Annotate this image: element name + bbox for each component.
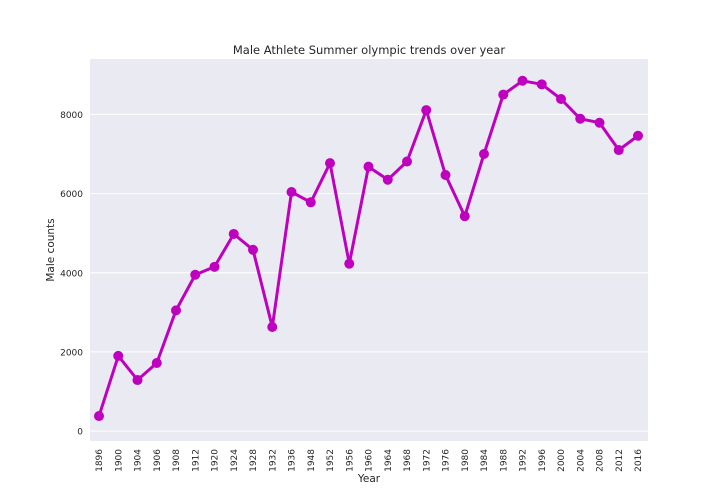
x-tick-label: 1968 [403, 449, 413, 472]
data-point [267, 321, 278, 332]
data-point [209, 261, 220, 272]
data-point [402, 156, 412, 167]
x-tick-label: 1900 [114, 449, 124, 472]
x-tick-label: 1948 [307, 449, 317, 472]
grid-lines [90, 113, 648, 432]
data-point [556, 93, 566, 104]
data-point [363, 161, 374, 172]
x-tick-label: 1992 [519, 449, 529, 472]
x-tick-label: 1896 [95, 449, 105, 472]
x-tick-label: 1912 [191, 449, 201, 472]
y-tick-label: 0 [77, 428, 83, 438]
x-tick-label: 1996 [538, 449, 548, 472]
data-point [190, 269, 201, 280]
data-point [171, 305, 181, 316]
data-point [132, 375, 143, 386]
x-tick-label: 1936 [288, 449, 298, 472]
data-point [575, 113, 586, 124]
data-point [248, 244, 258, 255]
x-tick-label: 1972 [422, 449, 432, 472]
data-point [286, 187, 297, 198]
chart-title: Male Athlete Summer olympic trends over … [233, 43, 506, 57]
x-tick-label: 2004 [576, 449, 586, 472]
x-tick-label: 1920 [211, 449, 221, 472]
data-point [479, 149, 489, 160]
x-axis-label: Year [357, 473, 381, 485]
x-tick-label: 1928 [249, 449, 259, 472]
x-tick-label: 1932 [268, 449, 278, 472]
x-tick-label: 1956 [345, 449, 355, 472]
data-points [94, 75, 643, 422]
data-point [459, 211, 470, 222]
x-tick-label: 1952 [326, 449, 336, 472]
x-tick-label: 1984 [480, 449, 490, 472]
data-point [228, 228, 239, 239]
data-point [305, 197, 316, 208]
x-tick-label: 1906 [153, 449, 163, 472]
x-tick-label: 2008 [596, 449, 606, 472]
x-tick-label: 1924 [230, 449, 240, 472]
x-tick-label: 1976 [442, 449, 452, 472]
plot-area [90, 59, 648, 441]
x-tick-label: 1988 [499, 449, 509, 472]
x-tick-label: 2000 [557, 449, 567, 472]
data-point [113, 350, 124, 361]
y-tick-label: 6000 [60, 190, 83, 200]
x-tick-label: 1908 [172, 449, 182, 472]
y-axis-label: Male counts [45, 218, 57, 281]
x-tick-labels: 1896 1900 1904 1906 1908 1912 1920 1924 1928 1932… [95, 449, 644, 472]
x-tick-label: 2016 [634, 449, 644, 472]
data-point [498, 89, 509, 100]
data-point [613, 145, 624, 156]
data-point [517, 75, 528, 86]
data-point [421, 105, 432, 116]
data-point [633, 130, 643, 141]
x-tick-label: 1960 [365, 449, 375, 472]
y-tick-label: 4000 [60, 269, 83, 279]
y-tick-labels: 0 2000 4000 6000 8000 [60, 111, 83, 438]
data-point [325, 158, 335, 169]
x-tick-label: 2012 [615, 449, 625, 472]
y-tick-label: 2000 [60, 348, 83, 358]
data-point [594, 117, 605, 128]
data-point [440, 169, 451, 180]
data-point [94, 411, 104, 422]
data-point [382, 174, 393, 185]
x-tick-label: 1980 [461, 449, 471, 472]
x-tick-label: 1904 [134, 449, 144, 472]
data-point [151, 358, 162, 369]
x-tick-label: 1964 [384, 449, 394, 472]
data-point [344, 258, 355, 269]
y-tick-label: 8000 [60, 111, 83, 121]
data-point [536, 79, 547, 90]
